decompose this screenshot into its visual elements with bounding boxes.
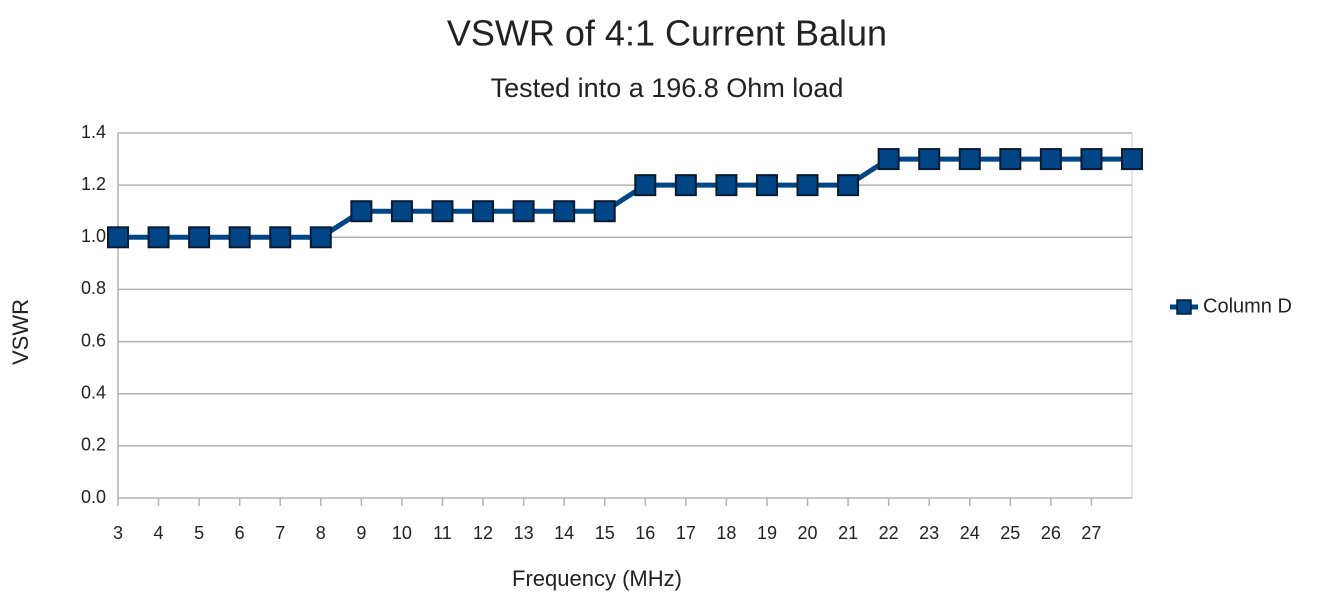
point-marker bbox=[593, 200, 616, 223]
x-tick-label: 10 bbox=[392, 523, 412, 543]
x-tick-label: 19 bbox=[757, 523, 777, 543]
x-tick-label: 12 bbox=[473, 523, 493, 543]
point-marker bbox=[918, 148, 941, 171]
x-tick-label: 20 bbox=[798, 523, 818, 543]
point-marker bbox=[837, 174, 860, 197]
x-tick-label: 27 bbox=[1081, 523, 1101, 543]
point-marker bbox=[755, 174, 778, 197]
x-tick-label: 5 bbox=[194, 523, 204, 543]
point-marker bbox=[350, 200, 373, 223]
x-tick-label: 18 bbox=[716, 523, 736, 543]
chart-title: VSWR of 4:1 Current Balun bbox=[447, 13, 887, 54]
point-marker bbox=[147, 226, 170, 249]
x-tick-label: 7 bbox=[275, 523, 285, 543]
y-tick-label: 0.8 bbox=[81, 278, 106, 298]
point-marker bbox=[107, 226, 129, 249]
chart-subtitle: Tested into a 196.8 Ohm load bbox=[491, 73, 844, 103]
y-tick-label: 0.4 bbox=[81, 382, 106, 402]
point-marker bbox=[634, 174, 657, 197]
x-tick-label: 13 bbox=[514, 523, 534, 543]
point-marker bbox=[796, 174, 819, 197]
x-tick-label: 25 bbox=[1000, 523, 1020, 543]
x-tick-label: 15 bbox=[595, 523, 615, 543]
point-marker bbox=[512, 200, 535, 223]
x-axis-label: Frequency (MHz) bbox=[512, 566, 682, 591]
legend-marker bbox=[1176, 299, 1192, 315]
point-marker bbox=[390, 200, 413, 223]
x-tick-label: 3 bbox=[113, 523, 123, 543]
x-tick-label: 26 bbox=[1041, 523, 1061, 543]
point-marker bbox=[431, 200, 454, 223]
x-tick-label: 16 bbox=[635, 523, 655, 543]
point-marker bbox=[553, 200, 576, 223]
x-tick-label: 8 bbox=[316, 523, 326, 543]
point-marker bbox=[999, 148, 1022, 171]
point-marker bbox=[472, 200, 495, 223]
legend-label: Column D bbox=[1203, 295, 1292, 317]
y-tick-label: 0.2 bbox=[81, 435, 106, 455]
x-tick-label: 17 bbox=[676, 523, 696, 543]
point-marker bbox=[309, 226, 332, 249]
point-marker bbox=[1080, 148, 1103, 171]
point-marker bbox=[269, 226, 292, 249]
point-marker bbox=[715, 174, 738, 197]
y-tick-label: 1.4 bbox=[81, 122, 106, 142]
series-line bbox=[118, 156, 1132, 240]
y-tick-label: 0.6 bbox=[81, 330, 106, 350]
x-tick-label: 4 bbox=[154, 523, 164, 543]
x-tick-label: 24 bbox=[960, 523, 980, 543]
point-marker bbox=[188, 226, 211, 249]
y-tick-label: 0.0 bbox=[81, 487, 106, 507]
x-tick-label: 9 bbox=[356, 523, 366, 543]
plot-area bbox=[117, 132, 1133, 499]
x-tick-label: 14 bbox=[554, 523, 574, 543]
point-marker bbox=[958, 148, 981, 171]
x-tick-label: 23 bbox=[919, 523, 939, 543]
x-tick-label: 22 bbox=[879, 523, 899, 543]
x-tick-label: 6 bbox=[235, 523, 245, 543]
x-tick-label: 21 bbox=[838, 523, 858, 543]
point-marker bbox=[1039, 148, 1062, 171]
y-tick-label: 1.0 bbox=[81, 226, 106, 246]
point-marker bbox=[674, 174, 697, 197]
x-tick-label: 11 bbox=[433, 523, 452, 543]
point-marker bbox=[877, 148, 900, 171]
point-marker bbox=[228, 226, 251, 249]
point-marker bbox=[1121, 148, 1143, 171]
y-axis-label: VSWR bbox=[8, 299, 33, 365]
y-tick-label: 1.2 bbox=[81, 174, 106, 194]
